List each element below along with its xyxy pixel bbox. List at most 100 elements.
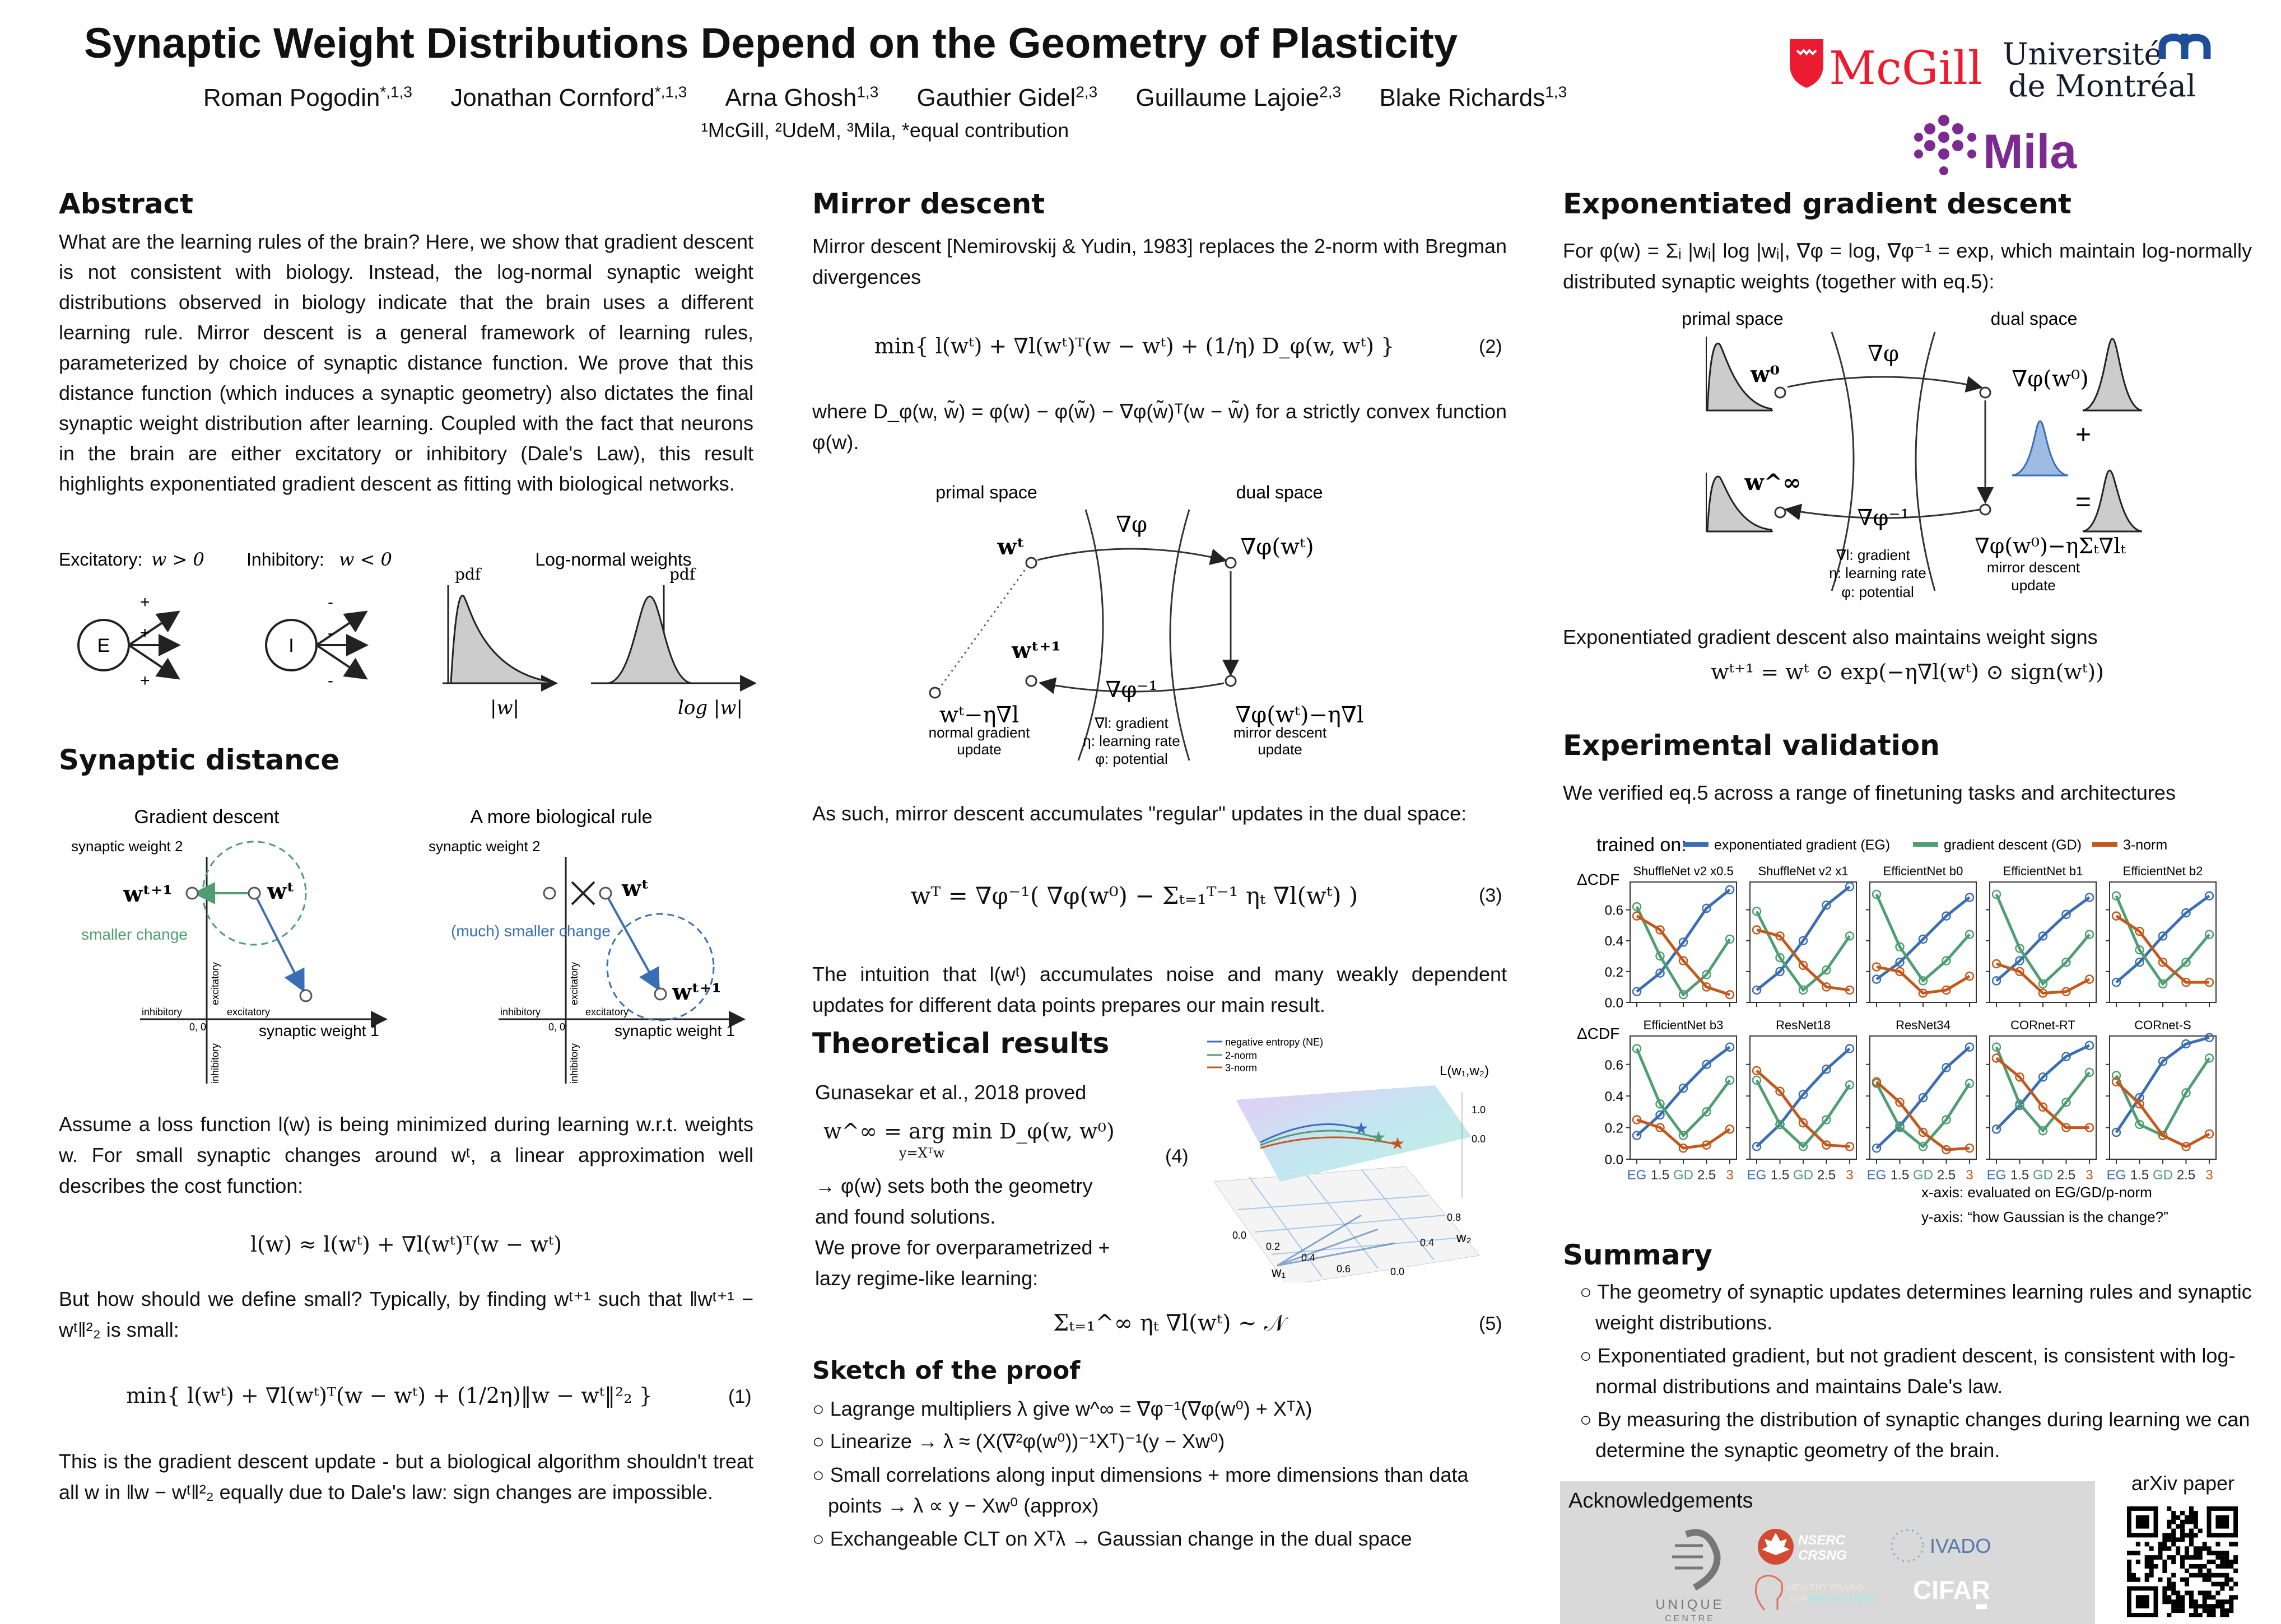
- qr-module: [2220, 1560, 2225, 1565]
- svg-text:|w|: |w|: [490, 697, 519, 719]
- qr-module: [2144, 1572, 2149, 1578]
- data-point-3n: [2135, 926, 2144, 936]
- qr-module: [2144, 1564, 2149, 1569]
- qr-module: [2167, 1613, 2172, 1617]
- svg-text:FOR: FOR: [1790, 1594, 1809, 1604]
- data-point-GD: [1702, 970, 1711, 979]
- data-point-GD: [2061, 1098, 2071, 1107]
- qr-module: [2167, 1581, 2172, 1586]
- qr-module: [2162, 1542, 2167, 1547]
- qr-module: [2198, 1568, 2203, 1573]
- data-point-EG: [1752, 985, 1762, 995]
- svg-text:w^∞: w^∞: [1744, 469, 1801, 496]
- svg-text:∇φ(wᵗ): ∇φ(wᵗ): [1240, 534, 1314, 560]
- x-tick-label: 1.5: [1651, 1168, 1669, 1183]
- data-point-EG: [1942, 911, 1951, 921]
- svg-text:wᵗ: wᵗ: [621, 875, 649, 902]
- data-point-3n: [2061, 1123, 2071, 1132]
- data-point-EG: [2204, 1033, 2214, 1043]
- y-tick-label: 0.2: [1605, 1121, 1623, 1136]
- qr-module: [2220, 1551, 2225, 1556]
- author: Guillaume Lajoie2,3: [1135, 83, 1342, 111]
- x-tick-label: 3: [1966, 1168, 1973, 1183]
- qr-module: [2189, 1572, 2194, 1578]
- qr-module: [2162, 1564, 2167, 1569]
- inhibitory-neuron: I - - -: [265, 593, 369, 690]
- qr-module: [2176, 1608, 2181, 1613]
- data-point-EG: [2158, 1056, 2168, 1066]
- data-point-GD: [2181, 1088, 2191, 1098]
- data-point-GD: [1895, 1123, 1905, 1132]
- svg-text:Excitatory:: Excitatory:: [59, 549, 142, 570]
- data-point-GD: [1918, 976, 1928, 986]
- unique-centre-logo: UNIQUE CENTRE: [1655, 1529, 1722, 1623]
- qr-module: [2215, 1542, 2221, 1547]
- data-point-3n: [1895, 1098, 1905, 1107]
- data-point-EG: [2015, 956, 2024, 965]
- data-point-GD: [2204, 930, 2214, 939]
- qr-module: [2180, 1537, 2185, 1542]
- svg-text:-: -: [328, 624, 333, 642]
- gradient-descent-text: This is the gradient descent update - bu…: [59, 1450, 753, 1504]
- 2norm-star-icon: ★: [1371, 1128, 1386, 1147]
- loss-function-text: Assume a loss function l(w) is being min…: [59, 1113, 753, 1197]
- qr-module: [2215, 1604, 2221, 1609]
- equation-3-number: (3): [1479, 885, 1502, 906]
- svg-text:log |w|: log |w|: [678, 697, 743, 719]
- qr-module: [2202, 1577, 2207, 1582]
- qr-module: [2171, 1528, 2176, 1533]
- data-point-3n: [1845, 1142, 1855, 1151]
- data-point-3n: [1991, 959, 2001, 969]
- data-point-3n: [1798, 1118, 1808, 1128]
- qr-module: [2220, 1599, 2225, 1604]
- legend-title: trained on:: [1596, 834, 1687, 856]
- data-point-3n: [1942, 985, 1951, 995]
- data-point-3n: [1752, 1066, 1762, 1076]
- qr-module: [2189, 1510, 2194, 1515]
- qr-module: [2176, 1537, 2181, 1542]
- data-point-3n: [2111, 1077, 2121, 1087]
- x-tick-label: EG: [1867, 1168, 1887, 1183]
- arxiv-qr-code[interactable]: [2127, 1506, 2238, 1617]
- data-point-GD: [1655, 1099, 1665, 1109]
- qr-module: [2167, 1524, 2172, 1529]
- qr-module: [2224, 1564, 2229, 1569]
- qr-finder: [2135, 1515, 2149, 1529]
- qr-module: [2171, 1572, 2176, 1578]
- data-point-3n: [1632, 1115, 1642, 1124]
- data-point-EG: [1942, 1063, 1951, 1072]
- svg-text:∇φ: ∇φ: [1868, 341, 1899, 367]
- data-point-3n: [2015, 967, 2024, 977]
- qr-module: [2180, 1577, 2185, 1582]
- data-point-3n: [1798, 960, 1808, 970]
- data-point-3n: [2084, 1123, 2094, 1132]
- qr-module: [2211, 1595, 2216, 1600]
- proof-bullet: ○ Linearize → λ ≈ (X(∇²φ(w⁰))⁻¹Xᵀ)⁻¹(y −…: [812, 1430, 1225, 1453]
- qr-module: [2233, 1568, 2238, 1573]
- qr-module: [2229, 1599, 2234, 1604]
- svg-text:synaptic weight 2: synaptic weight 2: [429, 838, 540, 855]
- data-point-GD: [1822, 1115, 1831, 1124]
- qr-module: [2127, 1564, 2132, 1569]
- data-point-3n: [1965, 1144, 1975, 1153]
- experimental-text: We verified eq.5 across a range of finet…: [1563, 781, 2176, 804]
- data-point-EG: [1752, 1142, 1762, 1151]
- qr-module: [2211, 1551, 2216, 1556]
- svg-text:wᵗ−η∇l: wᵗ−η∇l: [939, 702, 1019, 728]
- data-point-EG: [2181, 1039, 2191, 1049]
- x-tick-label: 2.5: [2057, 1168, 2075, 1183]
- qr-module: [2198, 1528, 2203, 1533]
- gunasekar-text: Gunasekar et al., 2018 proved: [815, 1081, 1087, 1104]
- qr-module: [2176, 1515, 2181, 1520]
- svg-text:1.0: 1.0: [1472, 1104, 1486, 1116]
- svg-text:w⁰: w⁰: [1750, 361, 1780, 388]
- synaptic-distance-heading: Synaptic distance: [59, 744, 340, 776]
- equation-5-number: (5): [1479, 1313, 1502, 1334]
- qr-module: [2167, 1595, 2172, 1600]
- eg-heading: Exponentiated gradient descent: [1563, 188, 2071, 220]
- qr-module: [2144, 1560, 2149, 1565]
- summary-bullet: ○ Exponentiated gradient, but not gradie…: [1580, 1344, 2236, 1398]
- data-point-3n: [1991, 1053, 2001, 1063]
- data-point-GD: [1845, 931, 1855, 941]
- qr-module: [2144, 1577, 2149, 1582]
